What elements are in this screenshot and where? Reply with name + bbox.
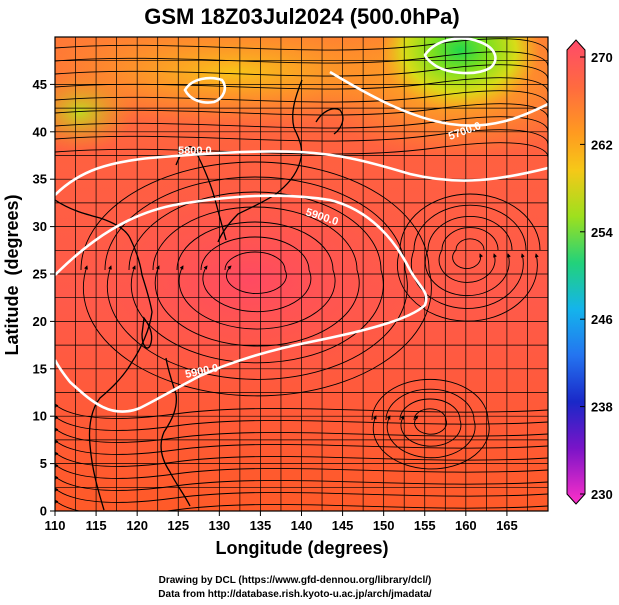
colorbar-tick-label: 246	[591, 312, 613, 327]
streamline	[424, 216, 513, 297]
colorbar-tick-label: 270	[591, 50, 613, 65]
streamline	[55, 427, 548, 443]
contour-5800-line	[55, 150, 548, 196]
y-tick-label: 35	[33, 172, 47, 187]
x-tick-label: 125	[167, 518, 189, 533]
x-tick-label: 160	[455, 518, 477, 533]
streamline	[399, 398, 462, 447]
x-tick-label: 110	[45, 518, 66, 533]
plot-area: 5800.0 5900.0 5900.0 5700.0	[55, 37, 548, 511]
x-tick-label: 165	[496, 518, 518, 533]
coastline-japan	[217, 79, 303, 243]
streamline	[80, 161, 432, 397]
colorbar-tick-label: 262	[591, 137, 613, 152]
y-tick-label: 0	[40, 504, 47, 519]
streamline	[55, 487, 548, 503]
coastline-philippines	[160, 357, 191, 507]
y-tick-label: 40	[33, 124, 47, 139]
streamline	[410, 204, 527, 309]
streamline	[55, 475, 548, 491]
coastline-taiwan	[141, 316, 153, 349]
streamline	[200, 236, 312, 313]
streamline	[152, 206, 360, 347]
credit-drawing: Drawing by DCL (https://www.gfd-dennou.o…	[159, 575, 432, 586]
colorbar-tick-label: 230	[591, 487, 613, 502]
streamline	[371, 379, 490, 470]
y-tick-label: 10	[33, 409, 47, 424]
streamline	[396, 193, 541, 322]
streamline	[55, 463, 548, 479]
x-tick-label: 120	[126, 518, 148, 533]
y-tick-label: 25	[33, 267, 47, 282]
coastline-asia	[55, 199, 153, 511]
streamline	[55, 64, 548, 81]
x-tick-label: 150	[373, 518, 395, 533]
colorbar-tick-label: 238	[591, 400, 613, 415]
streamline	[55, 129, 548, 146]
streamline	[438, 227, 499, 283]
x-tick-label: 135	[250, 518, 272, 533]
x-axis: 110 115 120 125 130 135 140 145 150 155 160 165	[45, 511, 518, 533]
x-tick-label: 145	[332, 518, 354, 533]
coastline-korea	[175, 146, 227, 241]
x-tick-label: 155	[414, 518, 436, 533]
colorbar-tick-label: 254	[591, 225, 613, 240]
streamline	[55, 90, 548, 107]
coastlines	[55, 79, 344, 511]
streamline	[55, 103, 548, 120]
streamline	[55, 451, 548, 467]
x-axis-label: Longitude (degrees)	[215, 538, 388, 558]
y-tick-label: 45	[33, 77, 47, 92]
streamline	[55, 499, 548, 511]
colorbar: 270 262 254 246 238 230	[566, 39, 613, 505]
streamline	[176, 221, 336, 330]
y-tick-label: 5	[40, 456, 47, 471]
streamline	[55, 51, 548, 68]
streamline	[452, 238, 485, 269]
contour-label: 5800.0	[178, 145, 212, 157]
streamline	[55, 403, 548, 419]
y-axis: 0 5 10 15 20 25 30 35 40 45	[33, 77, 55, 519]
credit-data: Data from http://database.rish.kyoto-u.a…	[158, 589, 432, 600]
x-tick-label: 130	[208, 518, 230, 533]
streamline	[55, 415, 548, 431]
height-contours	[55, 37, 548, 413]
chart-title: GSM 18Z03Jul2024 (500.0hPa)	[144, 4, 460, 29]
streamline	[413, 408, 447, 435]
contour-closed-north	[183, 76, 227, 104]
streamline	[55, 77, 548, 94]
streamline	[55, 439, 548, 455]
y-tick-label: 15	[33, 361, 47, 376]
x-tick-label: 140	[291, 518, 313, 533]
streamline	[104, 176, 408, 380]
contour-5900-line	[55, 194, 428, 413]
streamline	[55, 116, 548, 133]
streamline	[55, 38, 548, 55]
contour-5700-line	[329, 70, 548, 127]
x-tick-label: 115	[86, 518, 107, 533]
y-tick-label: 20	[33, 314, 47, 329]
wind-streamlines	[55, 38, 548, 511]
grid	[55, 37, 548, 511]
y-tick-label: 30	[33, 219, 47, 234]
contour-low-ring	[423, 37, 497, 75]
coastline-hokkaido	[315, 108, 344, 135]
streamline	[55, 142, 548, 159]
y-axis-label: Latitude (degrees)	[2, 194, 22, 355]
streamline	[224, 251, 287, 294]
streamline	[385, 388, 476, 459]
colorbar-scale	[566, 39, 586, 505]
